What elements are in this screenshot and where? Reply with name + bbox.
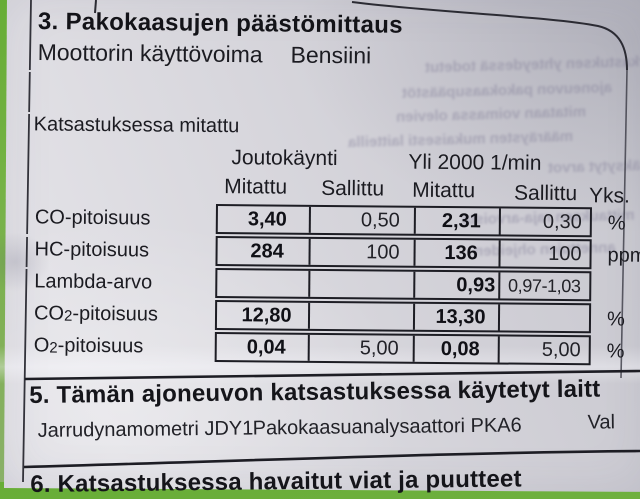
- cell-allowed-idle: 0,50: [309, 207, 414, 234]
- cell-measured-over2000: 2,31: [414, 208, 499, 235]
- cell-measured-over2000: 136: [413, 240, 498, 267]
- column-header-allowed-idle: Sallittu: [321, 177, 384, 202]
- table-row-lambda: Lambda-arvo 0,93 0,97-1,03: [215, 268, 591, 301]
- cell-measured-over2000: 13,30: [413, 304, 498, 331]
- cell-measured-idle: 284: [217, 238, 308, 265]
- row-label: HC-pitoisuus: [34, 238, 149, 262]
- unit-label: %: [601, 340, 625, 363]
- cell-measured-idle: 12,80: [217, 302, 308, 329]
- column-header-measured-idle: Mitattu: [224, 175, 287, 200]
- cell-allowed-over2000: [498, 304, 589, 331]
- cell-allowed-over2000: 0,97-1,03: [498, 272, 589, 299]
- row-label: Lambda-arvo: [34, 270, 152, 294]
- column-group-idle: Joutokäynti: [231, 146, 337, 171]
- cell-allowed-over2000: 0,30: [499, 208, 590, 235]
- cell-measured-over2000: 0,93: [413, 272, 498, 299]
- column-group-over2000: Yli 2000 1/min: [408, 151, 541, 176]
- section6-heading-clipped: 6. Katsastuksessa havaitut viat ja puutt…: [30, 465, 522, 499]
- table-row-co: CO-pitoisuus 3,40 0,50 2,31 0,30 %: [216, 204, 592, 237]
- row-label: CO2-pitoisuus: [34, 302, 158, 326]
- equipment-exhaust-analyser: Pakokaasuanalysaattori PKA6: [253, 414, 522, 440]
- table-row-o2: O2-pitoisuus 0,04 5,00 0,08 5,00 %: [215, 332, 591, 365]
- table-row-co2: CO2-pitoisuus 12,80 13,30 %: [215, 300, 591, 333]
- column-header-allowed-over2000: Sallittu: [514, 182, 577, 207]
- unit-label: %: [602, 212, 626, 235]
- engine-power-value: Bensiini: [290, 42, 371, 69]
- engine-power-label: Moottorin käyttövoima: [38, 39, 263, 67]
- cell-allowed-over2000: 100: [498, 240, 589, 267]
- table-row-hc: HC-pitoisuus 284 100 136 100 ppm: [215, 236, 591, 269]
- cell-allowed-idle: [308, 271, 413, 298]
- emissions-table: CO-pitoisuus 3,40 0,50 2,31 0,30 % HC-pi…: [215, 204, 592, 367]
- cell-measured-over2000: 0,08: [413, 336, 498, 363]
- cell-allowed-over2000: 5,00: [498, 336, 589, 363]
- photo-of-inspection-form: { "colors": { "table_green": "#74b244", …: [0, 0, 640, 482]
- cell-allowed-idle: 100: [308, 239, 413, 266]
- column-header-measured-over2000: Mitattu: [412, 179, 475, 204]
- equipment-partial-clipped: Val: [587, 411, 615, 434]
- row-label: O2-pitoisuus: [34, 334, 144, 358]
- cell-measured-idle: 0,04: [217, 334, 308, 361]
- cell-measured-idle: [217, 270, 308, 297]
- section3-heading: 3. Pakokaasujen päästömittaus: [38, 8, 403, 40]
- row-label: CO-pitoisuus: [35, 206, 151, 230]
- photo-area: Tarkastuksen yhteydessä todetut ajoneuvo…: [0, 0, 640, 482]
- equipment-brake-dynamometer: Jarrudynamometri JDY1: [38, 417, 254, 442]
- column-header-units: Yks.: [589, 184, 630, 208]
- unit-label: ppm: [601, 244, 640, 267]
- cell-measured-idle: 3,40: [218, 206, 309, 233]
- measured-caption: Katsastuksessa mitattu: [34, 113, 240, 138]
- cell-allowed-idle: 5,00: [308, 335, 413, 362]
- unit-label: %: [601, 308, 625, 331]
- cell-allowed-idle: [308, 303, 413, 330]
- engine-power-line: Moottorin käyttövoima Bensiini: [38, 39, 372, 69]
